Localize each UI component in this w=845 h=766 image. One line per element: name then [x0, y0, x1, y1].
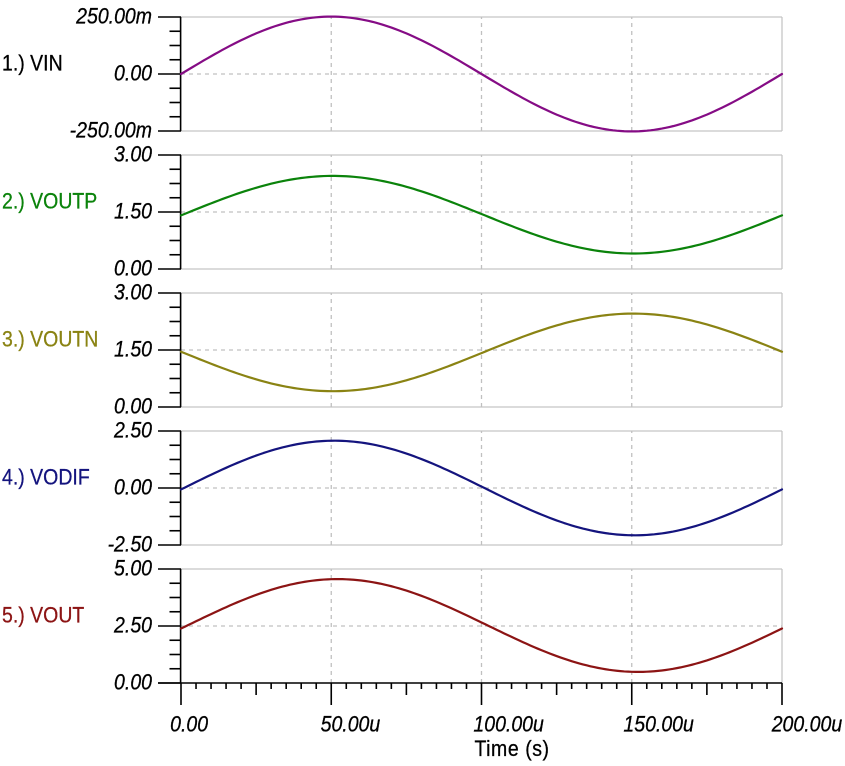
svg-text:3.00: 3.00	[114, 142, 152, 166]
svg-text:Time (s): Time (s)	[474, 737, 549, 761]
svg-text:3.) VOUTN: 3.) VOUTN	[2, 328, 98, 352]
svg-text:2.50: 2.50	[113, 613, 152, 637]
svg-text:2.50: 2.50	[113, 418, 152, 442]
svg-text:2.) VOUTP: 2.) VOUTP	[2, 190, 97, 214]
svg-text:1.50: 1.50	[114, 337, 152, 361]
svg-text:-2.50: -2.50	[108, 532, 153, 556]
svg-text:250.00m: 250.00m	[75, 4, 152, 28]
svg-text:4.) VODIF: 4.) VODIF	[2, 466, 90, 490]
svg-text:200.00u: 200.00u	[771, 712, 843, 736]
svg-text:5.) VOUT: 5.) VOUT	[2, 604, 85, 628]
svg-text:-250.00m: -250.00m	[70, 118, 152, 142]
svg-text:0.00: 0.00	[114, 670, 152, 694]
svg-text:0.00: 0.00	[114, 256, 152, 280]
svg-text:0.00: 0.00	[114, 475, 152, 499]
svg-text:1.) VIN: 1.) VIN	[2, 52, 63, 76]
svg-text:100.00u: 100.00u	[473, 712, 544, 736]
svg-text:50.00u: 50.00u	[321, 712, 381, 736]
svg-text:0.00: 0.00	[170, 712, 208, 736]
svg-text:5.00: 5.00	[114, 556, 152, 580]
svg-text:150.00u: 150.00u	[623, 712, 694, 736]
svg-text:3.00: 3.00	[114, 280, 152, 304]
svg-text:1.50: 1.50	[114, 199, 152, 223]
svg-text:0.00: 0.00	[114, 61, 152, 85]
svg-text:0.00: 0.00	[114, 394, 152, 418]
